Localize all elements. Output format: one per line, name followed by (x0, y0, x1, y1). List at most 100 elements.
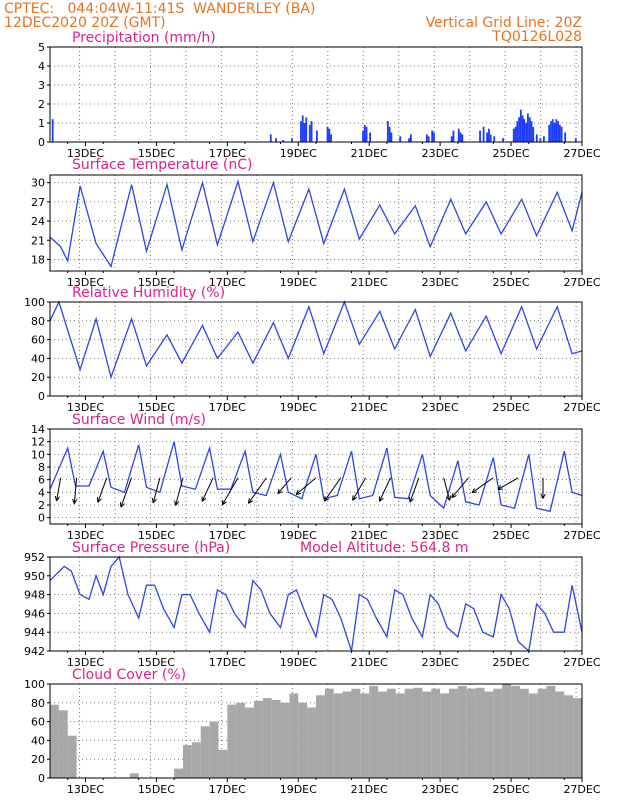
humidity-xtick-label: 27DEC (563, 401, 600, 414)
cloud-bar (209, 721, 219, 778)
wind-arrow-head (174, 500, 177, 506)
precip-bar (51, 119, 54, 142)
precip-bar (457, 128, 460, 142)
pressure-xtick-label: 15DEC (138, 656, 175, 669)
header-model-code: TQ0126L028 (491, 29, 582, 45)
precip-bar (408, 138, 411, 142)
humidity-panel: 0 20 40 60 80 100 13DEC 15DEC 17DEC 19DEC 21DEC 23D… (24, 285, 601, 414)
wind-xtick-label: 19DEC (280, 529, 317, 542)
precip-bar (488, 128, 490, 142)
precip-bar (363, 124, 366, 142)
cloud-bar (236, 702, 246, 778)
pressure-title: Surface Pressure (hPa) (72, 540, 230, 556)
precip-ytick-label: 0 (38, 136, 45, 149)
cloud-title: Cloud Cover (%) (72, 667, 186, 683)
precip-bar (525, 123, 528, 142)
wind-arrow (443, 477, 452, 501)
wind-xtick-label: 23DEC (422, 529, 459, 542)
cloud-bar (564, 695, 574, 778)
precip-bar (433, 132, 435, 142)
cloud-bar (67, 735, 77, 778)
wind-arrow-head (471, 488, 475, 493)
temperature-panel: 18 21 24 27 30 13DEC 15DEC 17DEC 19DEC 21DEC 23DEC… (31, 157, 601, 289)
wind-arrow (378, 477, 391, 502)
wind-ytick-label: 8 (38, 461, 45, 474)
precip-bar (316, 130, 318, 142)
pressure-xtick-label: 25DEC (493, 656, 530, 669)
precip-bar (388, 126, 391, 142)
cloud-ytick-label: 80 (31, 697, 45, 710)
precip-bar (512, 128, 515, 142)
temperature-xtick-label: 15DEC (138, 276, 175, 289)
header-grid-line: Vertical Grid Line: 20Z (426, 15, 582, 31)
precip-bar (530, 121, 533, 142)
cloud-bar (58, 710, 68, 778)
temperature-ytick-label: 24 (31, 215, 45, 228)
precip-bar (330, 134, 332, 142)
wind-arrow-head (449, 495, 452, 501)
cloud-bar (511, 685, 520, 778)
model-altitude-label: Model Altitude: 564.8 m (300, 540, 469, 556)
wind-arrow-head (247, 498, 250, 504)
pressure-panel: 942 944 946 948 950 952 13DEC 15DEC 17DEC 19DEC 21… (24, 540, 601, 669)
wind-arrow-head (248, 500, 254, 504)
wind-arrow-shaft (221, 477, 239, 506)
precip-bar (532, 126, 535, 142)
cloud-xtick-label: 15DEC (138, 783, 175, 796)
humidity-xtick-label: 25DEC (493, 401, 530, 414)
cloud-ytick-label: 0 (38, 772, 45, 785)
cloud-bar (422, 691, 432, 778)
precip-bar (362, 130, 364, 142)
precip-bar (502, 138, 504, 142)
humidity-ytick-label: 0 (38, 390, 45, 403)
humidity-ytick-label: 80 (31, 315, 45, 328)
precip-bar (550, 121, 552, 142)
wind-arrow-shaft (443, 477, 451, 501)
humidity-xtick-label: 19DEC (280, 401, 317, 414)
wind-arrow-head (96, 497, 99, 503)
wind-ytick-label: 6 (38, 474, 45, 487)
cloud-bar (413, 687, 423, 778)
precip-bar (431, 130, 434, 142)
cloud-bar (333, 693, 343, 778)
precip-bar (558, 124, 561, 142)
cloud-xtick-label: 23DEC (422, 783, 459, 796)
wind-arrow-shaft (451, 477, 469, 499)
cloud-bar (386, 688, 396, 778)
wind-arrow-head (54, 495, 58, 501)
cloud-xtick-label: 21DEC (351, 783, 388, 796)
humidity-ytick-label: 60 (31, 334, 45, 347)
cloud-bar (298, 702, 308, 778)
humidity-xtick-label: 15DEC (138, 401, 175, 414)
wind-series-line (49, 441, 583, 513)
cloud-xtick-label: 19DEC (280, 783, 317, 796)
wind-arrow-shaft (379, 477, 391, 502)
wind-arrow-head (119, 502, 122, 508)
cloud-bar (129, 773, 139, 778)
humidity-ytick-label: 20 (31, 371, 45, 384)
wind-arrow-head (97, 498, 102, 503)
precip-xtick-label: 25DEC (493, 147, 530, 160)
cloud-bar (253, 700, 263, 778)
wind-arrow (72, 477, 78, 504)
header-datetime: 12DEC2020 20Z (GMT) (4, 15, 166, 31)
pressure-ytick-label: 942 (24, 645, 45, 658)
wind-arrow-head (323, 496, 326, 502)
pressure-xtick-label: 17DEC (209, 656, 246, 669)
precip-ytick-label: 3 (38, 79, 45, 92)
cloud-bar (351, 688, 361, 778)
wind-arrow (221, 477, 239, 506)
precip-xtick-label: 27DEC (563, 147, 600, 160)
precip-bar (489, 134, 492, 142)
wind-arrow (451, 477, 469, 499)
temperature-series-line (49, 179, 583, 269)
cloud-bar (457, 685, 467, 778)
wind-xtick-label: 17DEC (209, 529, 246, 542)
precip-bar (528, 117, 531, 142)
wind-arrow-shaft (471, 477, 494, 494)
precip-bar (399, 136, 402, 142)
cloud-bar (369, 685, 379, 778)
temperature-ytick-label: 30 (31, 177, 45, 190)
